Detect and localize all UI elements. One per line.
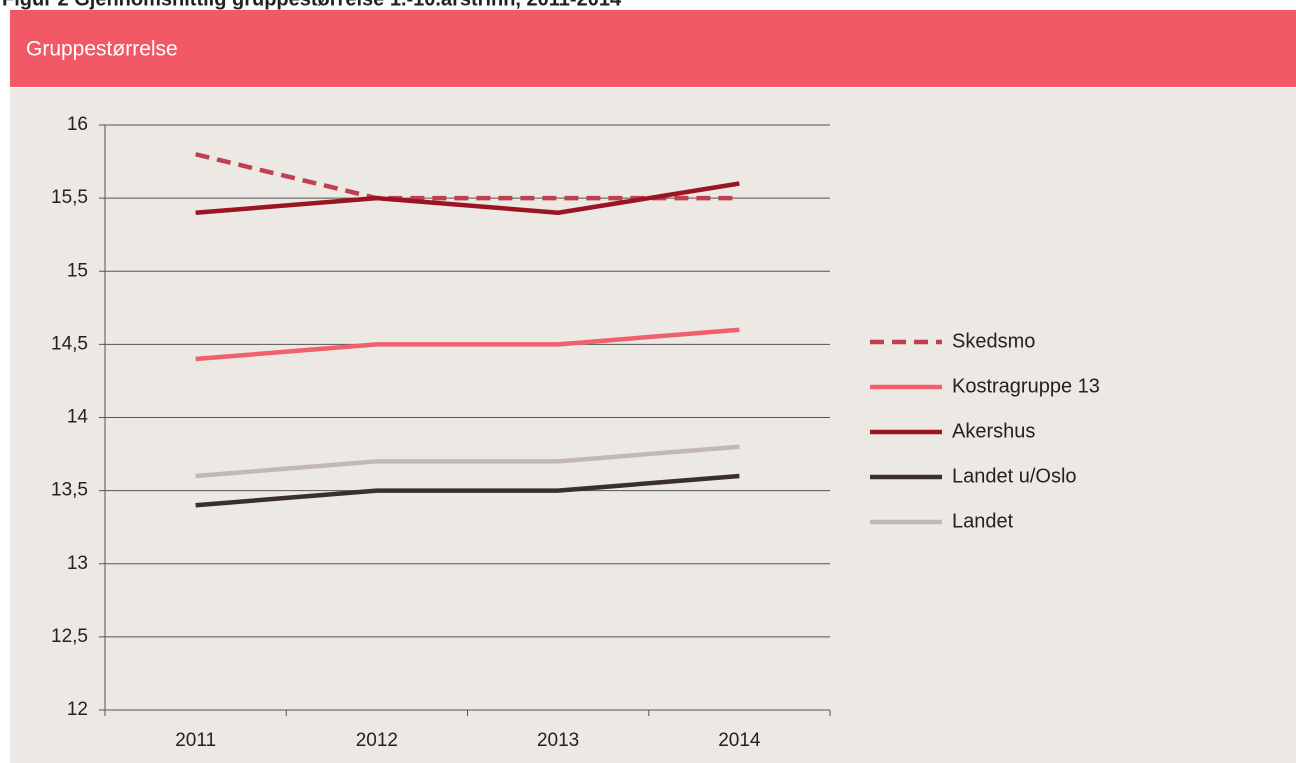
y-tick-label: 13,5 (51, 480, 88, 501)
y-tick-label: 13 (67, 553, 88, 574)
series-line (195, 152, 740, 201)
y-tick-label: 12,5 (51, 626, 88, 647)
y-tick-label: 14,5 (51, 333, 88, 354)
y-tick-label: 16 (67, 114, 88, 135)
series-line (195, 181, 740, 215)
x-tick-label: 2014 (718, 730, 761, 751)
legend-label: Landet (952, 510, 1014, 532)
header-band (10, 10, 1296, 87)
y-tick-label: 12 (67, 699, 88, 720)
plot-background (10, 88, 1296, 763)
x-tick-label: 2012 (356, 730, 398, 751)
y-tick-label: 14 (67, 407, 89, 428)
series-line (195, 473, 740, 508)
series-line (195, 327, 740, 362)
series-line (195, 444, 740, 479)
y-tick-label: 15 (67, 260, 88, 281)
x-tick-label: 2013 (537, 730, 579, 751)
legend-label: Akershus (952, 420, 1035, 442)
legend-label: Landet u/Oslo (952, 465, 1077, 487)
chart-title: Figur 2 Gjennomsnittlig gruppestørrelse … (2, 0, 622, 10)
legend-label: Skedsmo (952, 330, 1035, 352)
x-tick-label: 2011 (175, 730, 216, 751)
legend-label: Kostragruppe 13 (952, 375, 1100, 397)
chart-subtitle: Gruppestørrelse (26, 38, 178, 61)
y-tick-label: 15,5 (51, 187, 88, 208)
